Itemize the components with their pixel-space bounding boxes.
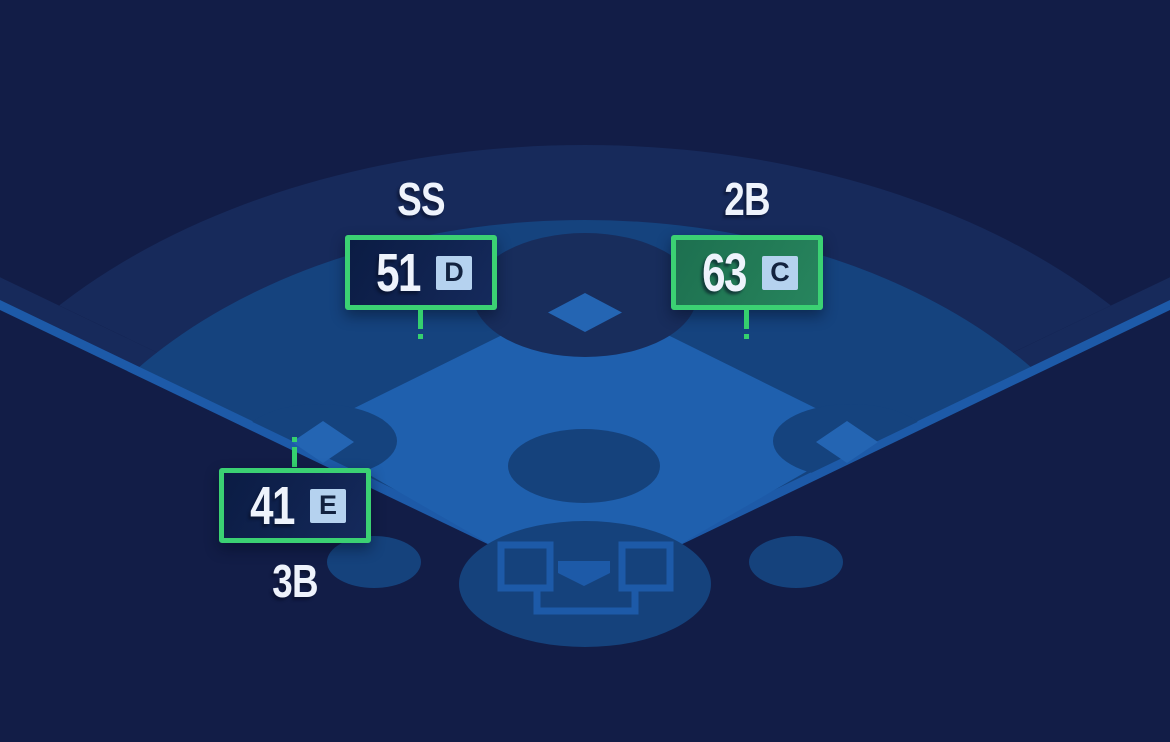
connector-dash-2b	[744, 310, 749, 329]
on-deck-circle-left	[327, 536, 421, 588]
home-plate	[558, 561, 610, 586]
player-card-2b[interactable]: 63 C	[671, 235, 823, 310]
catcher-box	[533, 586, 639, 615]
position-label-2b: 2B	[724, 173, 770, 225]
connector-dash-ss	[418, 310, 423, 329]
pitchers-mound	[508, 429, 660, 503]
player-number: 63	[702, 242, 747, 303]
position-label-ss: SS	[397, 173, 445, 225]
on-deck-circle-right	[749, 536, 843, 588]
player-number: 51	[376, 242, 421, 303]
connector-dash-3b	[292, 447, 297, 467]
grade-badge: E	[310, 488, 347, 523]
connector-dot-ss	[418, 334, 423, 339]
batter-box-left	[497, 541, 554, 592]
batter-box-right	[618, 541, 674, 592]
player-number: 41	[250, 475, 295, 536]
first-base-marker	[816, 421, 878, 463]
player-card-ss[interactable]: 51 D	[345, 235, 497, 310]
connector-dot-3b	[292, 437, 297, 442]
grade-badge: D	[436, 255, 473, 290]
third-base-marker	[292, 421, 354, 463]
player-card-3b[interactable]: 41 E	[219, 468, 371, 543]
position-label-3b: 3B	[272, 555, 318, 607]
connector-dot-2b	[744, 334, 749, 339]
grade-badge: C	[762, 255, 799, 290]
second-base-marker	[548, 293, 622, 332]
